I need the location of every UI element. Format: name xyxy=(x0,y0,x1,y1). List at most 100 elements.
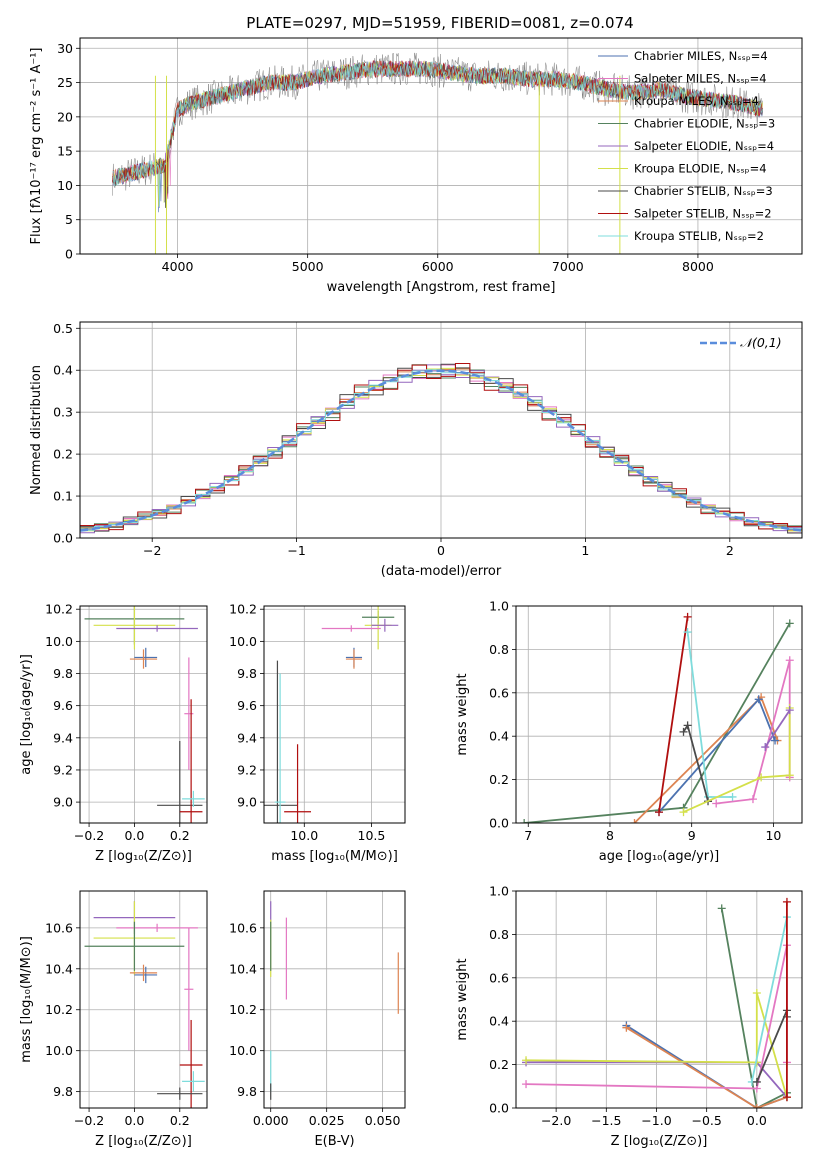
plot-area xyxy=(84,901,205,1108)
grid xyxy=(516,605,802,824)
y-tick-label: 0.6 xyxy=(489,970,509,985)
grid xyxy=(264,606,405,823)
axes-frame xyxy=(515,890,803,1109)
x-tick-label: 6000 xyxy=(422,259,454,274)
y-tick-label: 30 xyxy=(57,41,73,56)
y-tick-label: 0.0 xyxy=(489,1101,509,1116)
x-axis-label: E(B-V) xyxy=(314,1134,354,1149)
panel-6: −0.2 0.0 0.2 9.8 10.0 10.2 10.4 10.6 Z [log₁₀(Z/… xyxy=(19,890,208,1149)
y-tick-label: 0.4 xyxy=(53,363,73,378)
legend: 𝒩(0,1) xyxy=(700,335,782,350)
y-tick-label: 1.0 xyxy=(489,884,509,899)
y-tick-label: 10.0 xyxy=(45,1043,73,1058)
legend: Chabrier MILES, Nₛₛₚ=4 Salpeter MILES, Nₛ… xyxy=(598,49,775,243)
panel-3: −0.2 0.0 0.2 9.0 9.2 9.4 9.6 9.8 10.0 10.2 Z [log₁… xyxy=(19,602,208,864)
y-tick-label: 10.0 xyxy=(45,634,73,649)
x-axis-label: mass [log₁₀(M/M⊙)] xyxy=(271,849,398,864)
x-tick-label: −1.5 xyxy=(591,1113,621,1128)
y-tick-label: 10.2 xyxy=(229,1002,257,1017)
panel-1: 4000 5000 6000 7000 8000 0 5 10 15 20 25 30 waveleng… xyxy=(29,37,803,295)
weight-line-chabrier_elodie xyxy=(524,622,791,823)
weight-line-salpeter_elodie xyxy=(764,709,791,748)
y-tick-label: 1.0 xyxy=(489,599,509,614)
weight-marker-chabrier_miles xyxy=(754,695,763,704)
weight-marker-kroupa_elodie xyxy=(679,808,688,817)
y-axis-label: Flux [fλ10⁻¹⁷ erg cm⁻² s⁻¹ A⁻¹] xyxy=(29,48,44,245)
weight-marker-kroupa_miles xyxy=(752,1104,761,1108)
spectrum-line-kroupa_stelib xyxy=(112,60,764,208)
x-tick-label: −2.0 xyxy=(541,1113,571,1128)
x-tick-label: −2 xyxy=(143,543,161,558)
weight-marker-salpeter_miles xyxy=(712,799,721,808)
x-tick-label: 0.2 xyxy=(170,828,190,843)
y-tick-label: 0.3 xyxy=(53,405,73,420)
grid xyxy=(80,606,207,823)
legend-label: Chabrier STELIB, Nₛₛₚ=3 xyxy=(634,184,773,198)
axes-frame xyxy=(79,890,208,1109)
y-tick-label: 0 xyxy=(65,247,73,262)
weight-marker-chabrier_elodie xyxy=(520,819,529,823)
weight-marker-chabrier_elodie xyxy=(717,904,726,913)
y-tick-label: 0.4 xyxy=(489,729,509,744)
y-tick-label: 0.4 xyxy=(489,1014,509,1029)
panel-7: 0.000 0.025 0.050 9.8 10.0 10.2 10.4 10.6 E(B-V) xyxy=(229,890,406,1149)
plot-area xyxy=(264,606,399,823)
y-tick-label: 9.2 xyxy=(237,762,257,777)
x-tick-label: 9 xyxy=(688,828,696,843)
axes-frame xyxy=(79,37,803,255)
figure-title: PLATE=0297, MJD=51959, FIBERID=0081, z=0… xyxy=(246,14,633,32)
y-tick-label: 0.0 xyxy=(53,531,73,546)
x-tick-label: 2 xyxy=(726,543,734,558)
y-tick-label: 9.0 xyxy=(53,795,73,810)
x-axis-label: wavelength [Angstrom, rest frame] xyxy=(327,280,556,295)
axes-frame xyxy=(79,605,208,824)
legend-label: Chabrier MILES, Nₛₛₚ=4 xyxy=(634,49,768,63)
x-tick-label: 4000 xyxy=(162,259,194,274)
axes-frame xyxy=(263,890,406,1109)
weight-marker-kroupa_stelib xyxy=(728,792,737,801)
x-tick-label: 0.0 xyxy=(124,1113,144,1128)
y-axis-label: mass weight xyxy=(455,958,470,1040)
x-tick-label: 0.050 xyxy=(365,1113,401,1128)
axes-frame xyxy=(79,321,803,539)
x-tick-label: −0.2 xyxy=(74,828,104,843)
y-tick-label: 10.2 xyxy=(45,602,73,617)
y-tick-label: 9.4 xyxy=(237,730,257,745)
weight-marker-kroupa_elodie xyxy=(752,988,761,997)
legend-label: Salpeter MILES, Nₛₛₚ=4 xyxy=(634,72,767,86)
plot-area xyxy=(520,612,794,823)
panel-5: 7 8 9 10 0.0 0.2 0.4 0.6 0.8 1.0 age [log₁₀(age/yr… xyxy=(455,599,803,864)
y-tick-label: 0.8 xyxy=(489,642,509,657)
weight-marker-kroupa_miles xyxy=(630,819,639,823)
y-tick-label: 10.0 xyxy=(229,1043,257,1058)
y-tick-label: 10 xyxy=(57,178,73,193)
grid xyxy=(80,891,207,1108)
x-axis-label: Z [log₁₀(Z/Z⊙)] xyxy=(95,849,192,864)
weight-marker-salpeter_miles xyxy=(748,795,757,804)
legend-label: Salpeter STELIB, Nₛₛₚ=2 xyxy=(634,207,772,221)
weight-marker-salpeter_stelib xyxy=(655,808,663,817)
y-tick-label: 9.8 xyxy=(53,666,73,681)
plot-area xyxy=(522,897,791,1108)
y-tick-label: 5 xyxy=(65,212,73,227)
legend-label: Chabrier ELODIE, Nₛₛₚ=3 xyxy=(634,117,775,131)
panel-4: 10.0 10.5 9.0 9.2 9.4 9.6 9.8 10.0 10.2 mass [log… xyxy=(229,602,406,864)
weight-marker-chabrier_miles xyxy=(771,736,780,745)
y-tick-label: 10.6 xyxy=(45,920,73,935)
y-tick-label: 9.6 xyxy=(237,698,257,713)
plot-area xyxy=(112,52,764,254)
y-tick-label: 20 xyxy=(57,109,73,124)
y-tick-label: 10.4 xyxy=(229,961,257,976)
panel-2: −2 −1 0 1 2 0.0 0.1 0.2 0.3 0.4 0.5 (data-model)/er… xyxy=(29,321,803,579)
x-tick-label: 0 xyxy=(437,543,445,558)
y-tick-label: 0.2 xyxy=(489,1057,509,1072)
legend-label: Salpeter ELODIE, Nₛₛₚ=4 xyxy=(634,139,774,153)
x-tick-label: −0.2 xyxy=(74,1113,104,1128)
legend-label: Kroupa ELODIE, Nₛₛₚ=4 xyxy=(634,162,767,176)
y-tick-label: 9.8 xyxy=(237,1084,257,1099)
legend-label: Kroupa MILES, Nₛₛₚ=4 xyxy=(634,94,759,108)
y-tick-label: 9.8 xyxy=(237,666,257,681)
plot-area xyxy=(84,606,205,823)
y-tick-label: 0.0 xyxy=(489,816,509,831)
